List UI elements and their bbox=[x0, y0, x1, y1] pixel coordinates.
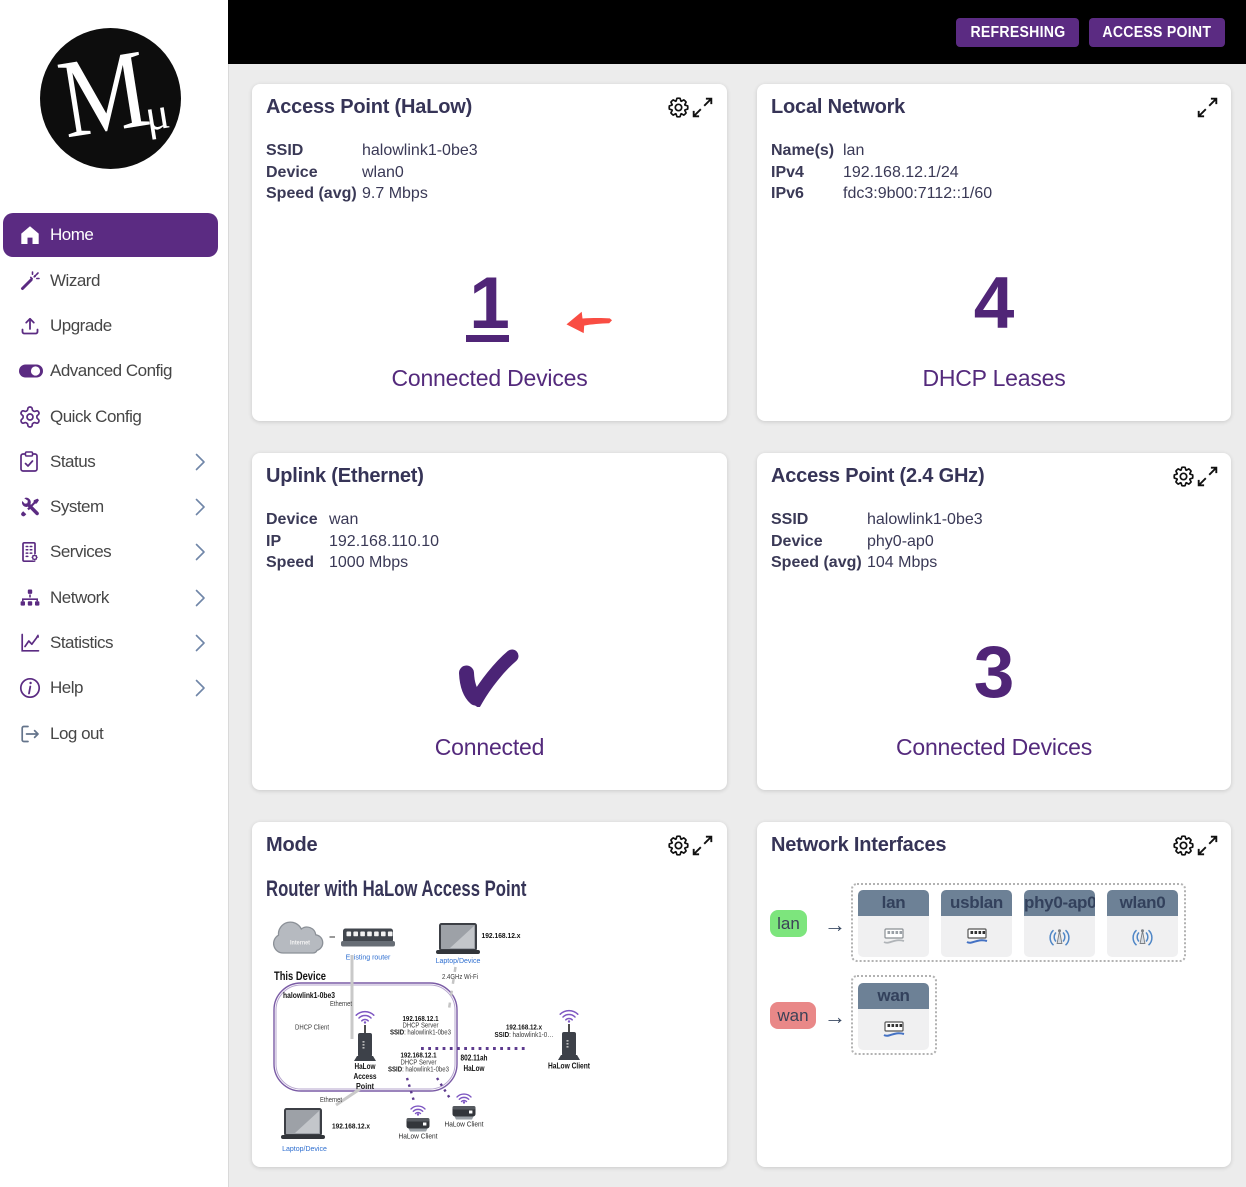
svg-text:SSID: halowlink1-0be3: SSID: halowlink1-0be3 bbox=[388, 1065, 449, 1074]
svg-text:HaLow: HaLow bbox=[355, 1062, 377, 1071]
svg-text:DHCP Server: DHCP Server bbox=[403, 1021, 439, 1030]
svg-text:HaLow Client: HaLow Client bbox=[445, 1120, 485, 1129]
svg-text:192.168.12.x: 192.168.12.x bbox=[506, 1023, 542, 1032]
svg-text:SSID: halowlink1-0…: SSID: halowlink1-0… bbox=[495, 1030, 554, 1039]
svg-text:802.11ah: 802.11ah bbox=[461, 1054, 488, 1063]
svg-text:HaLow: HaLow bbox=[464, 1064, 486, 1073]
svg-text:Laptop/Device: Laptop/Device bbox=[436, 958, 481, 965]
svg-text:192.168.12.1: 192.168.12.1 bbox=[403, 1014, 439, 1023]
svg-text:2.4GHz Wi-Fi: 2.4GHz Wi-Fi bbox=[442, 972, 478, 981]
svg-text:DHCP Client: DHCP Client bbox=[295, 1023, 330, 1032]
svg-text:Existing router: Existing router bbox=[346, 955, 391, 962]
svg-text:Ethernet: Ethernet bbox=[330, 999, 353, 1008]
svg-text:Ethernet: Ethernet bbox=[320, 1095, 343, 1104]
svg-text:halowlink1-0be3: halowlink1-0be3 bbox=[283, 991, 335, 1000]
svg-text:192.168.12.x: 192.168.12.x bbox=[332, 1122, 371, 1131]
svg-text:Internet: Internet bbox=[290, 940, 311, 947]
svg-text:192.168.12.x: 192.168.12.x bbox=[482, 931, 522, 940]
svg-text:Point: Point bbox=[356, 1082, 374, 1091]
svg-text:HaLow Client: HaLow Client bbox=[548, 1062, 590, 1071]
svg-text:Laptop/Device: Laptop/Device bbox=[282, 1146, 327, 1153]
svg-text:Access: Access bbox=[354, 1072, 377, 1081]
svg-text:This Device: This Device bbox=[274, 971, 326, 983]
svg-text:DHCP Server: DHCP Server bbox=[401, 1058, 437, 1067]
svg-text:192.168.12.1: 192.168.12.1 bbox=[401, 1051, 437, 1060]
svg-text:SSID: halowlink1-0be3: SSID: halowlink1-0be3 bbox=[390, 1028, 451, 1037]
svg-text:HaLow Client: HaLow Client bbox=[399, 1132, 439, 1141]
